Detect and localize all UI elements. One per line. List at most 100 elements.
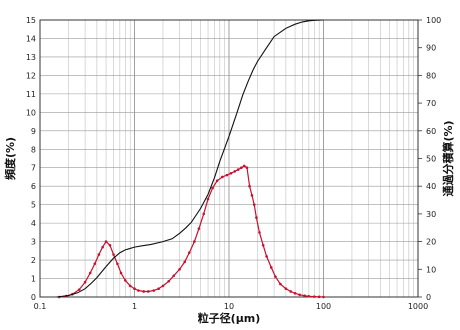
y-right-tick-label: 10 xyxy=(426,265,436,274)
frequency-point xyxy=(284,287,288,290)
y-left-tick-label: 10 xyxy=(26,108,36,117)
y-right-tick-label: 60 xyxy=(426,127,436,136)
y-left-tick-label: 6 xyxy=(31,182,36,191)
frequency-point xyxy=(101,245,104,249)
frequency-point xyxy=(172,274,176,278)
y-right-tick-label: 20 xyxy=(426,238,436,247)
frequency-point xyxy=(124,279,127,282)
frequency-point xyxy=(225,173,229,177)
y-left-tick-label: 5 xyxy=(31,201,36,210)
y-right-tick-label: 90 xyxy=(426,44,436,53)
y-left-tick-label: 12 xyxy=(26,71,36,80)
y-left-tick-label: 7 xyxy=(31,164,36,173)
frequency-point xyxy=(128,284,132,288)
frequency-point xyxy=(108,243,112,247)
series-layer xyxy=(56,19,325,299)
x-tick-label: 1000 xyxy=(408,302,428,311)
y-right-tick-label: 80 xyxy=(426,71,436,80)
frequency-point xyxy=(167,280,170,283)
y-right-axis-title: 通過分積算(%) xyxy=(441,120,455,196)
frequency-point xyxy=(104,240,108,243)
y-left-tick-label: 11 xyxy=(26,90,36,99)
frequency-point xyxy=(307,294,311,298)
x-tick-label: 100 xyxy=(316,302,331,311)
frequency-point xyxy=(317,295,321,299)
frequency-point xyxy=(258,231,261,234)
frequency-point xyxy=(142,290,145,293)
frequency-point xyxy=(77,288,81,291)
y-left-tick-label: 9 xyxy=(31,127,36,136)
y-left-tick-label: 0 xyxy=(31,293,36,302)
frequency-point xyxy=(242,164,246,168)
frequency-point xyxy=(183,260,187,264)
y-right-tick-label: 100 xyxy=(426,16,441,25)
frequency-point xyxy=(265,255,268,258)
frequency-point xyxy=(252,203,256,206)
y-left-tick-label: 4 xyxy=(31,219,36,228)
frequency-point xyxy=(202,212,206,216)
cumulative-series-line xyxy=(56,19,324,298)
x-axis-title: 粒子径(μm) xyxy=(198,311,261,325)
frequency-point xyxy=(221,175,224,179)
y-left-tick-label: 8 xyxy=(31,145,36,154)
frequency-point xyxy=(279,282,282,286)
frequency-point xyxy=(197,227,201,230)
frequency-point xyxy=(245,166,249,170)
frequency-point xyxy=(97,253,101,256)
frequency-point xyxy=(255,216,258,219)
frequency-point xyxy=(119,271,123,275)
frequency-point xyxy=(248,184,251,188)
frequency-point xyxy=(178,268,181,271)
y-left-tick-label: 1 xyxy=(31,275,36,284)
y-right-tick-label: 70 xyxy=(426,99,436,108)
y-left-tick-label: 2 xyxy=(31,256,36,265)
frequency-point xyxy=(187,251,191,254)
y-left-tick-label: 14 xyxy=(26,34,36,43)
frequency-point xyxy=(322,295,325,299)
grid-layer xyxy=(39,19,418,298)
frequency-point xyxy=(206,197,210,201)
frequency-point xyxy=(112,253,115,256)
frequency-point xyxy=(240,166,243,170)
frequency-point xyxy=(274,275,277,278)
y-left-tick-label: 13 xyxy=(26,53,36,62)
y-right-tick-label: 30 xyxy=(426,210,436,219)
frequency-point xyxy=(215,179,219,182)
y-right-tick-label: 50 xyxy=(426,155,436,164)
x-tick-label: 10 xyxy=(224,302,234,311)
y-left-tick-label: 3 xyxy=(31,238,36,247)
frequency-point xyxy=(88,271,92,275)
frequency-point xyxy=(152,289,156,292)
frequency-point xyxy=(83,280,87,284)
y-right-tick-label: 0 xyxy=(426,293,431,302)
frequency-point xyxy=(269,266,273,269)
frequency-point xyxy=(233,170,237,173)
frequency-point xyxy=(137,289,140,292)
frequency-point xyxy=(147,290,150,293)
frequency-point xyxy=(289,290,293,293)
frequency-point xyxy=(229,171,233,175)
x-tick-label: 1 xyxy=(132,302,137,311)
frequency-point xyxy=(133,287,136,290)
frequency-point xyxy=(157,287,160,290)
frequency-point xyxy=(313,295,316,298)
y-left-axis-title: 頻度(%) xyxy=(3,137,17,180)
frequency-point xyxy=(161,284,165,288)
x-tick-label: 0.1 xyxy=(34,302,47,311)
frequency-point xyxy=(261,243,265,247)
y-left-tick-label: 15 xyxy=(26,16,36,25)
frequency-point xyxy=(93,262,97,266)
frequency-point xyxy=(250,194,254,197)
frequency-point xyxy=(303,294,306,298)
frequency-point xyxy=(236,168,240,171)
frequency-point xyxy=(116,262,119,266)
tick-layer: 0.1 1 10 100 1000012345678910111213141501020… xyxy=(26,16,441,311)
frequency-point xyxy=(193,240,196,243)
frequency-point xyxy=(298,293,302,297)
y-right-tick-label: 40 xyxy=(426,182,436,191)
frequency-point xyxy=(293,292,297,295)
frequency-point xyxy=(211,186,214,190)
